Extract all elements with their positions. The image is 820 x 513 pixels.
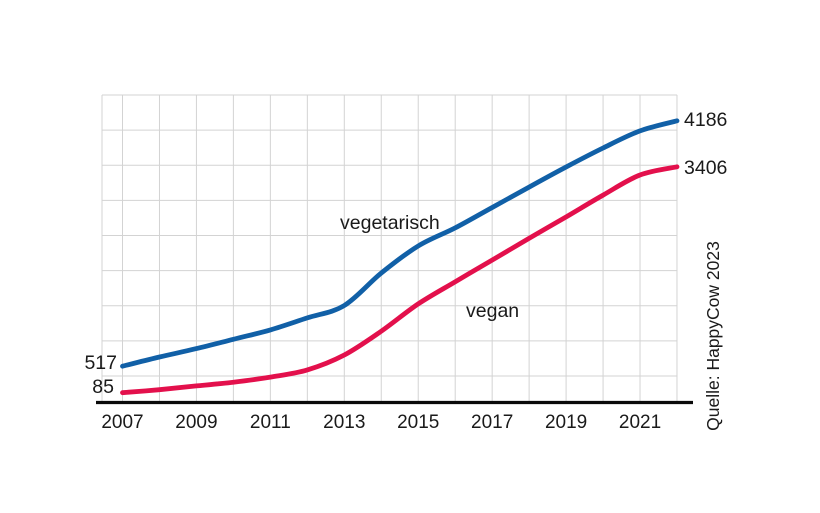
x-tick-label: 2013 [323, 412, 365, 433]
series-line-vegetarisch [120, 118, 680, 369]
source-credit-label: Quelle: HappyCow 2023 [703, 241, 723, 431]
gridlines [101, 94, 678, 402]
x-tick-label: 2021 [619, 412, 661, 433]
x-tick-label: 2011 [250, 412, 291, 433]
veg-start-value-label: 517 [84, 352, 117, 374]
x-tick-label: 2009 [175, 412, 217, 433]
series-line-vegan [120, 164, 680, 396]
series-curves [120, 118, 680, 396]
vegan-end-value-label: 3406 [684, 157, 727, 179]
x-tick-label: 2015 [397, 412, 439, 433]
vegan-start-value-label: 85 [92, 376, 114, 398]
veg-end-value-label: 4186 [684, 109, 727, 131]
series-label-vegetarisch: vegetarisch [340, 212, 440, 234]
series-label-vegan: vegan [466, 300, 519, 322]
x-axis-tick-labels: 2007 2009 2011 2013 2015 2017 2019 2021 [101, 412, 661, 433]
x-tick-label: 2019 [545, 412, 587, 433]
x-tick-label: 2017 [471, 412, 513, 433]
x-tick-label: 2007 [101, 412, 143, 433]
